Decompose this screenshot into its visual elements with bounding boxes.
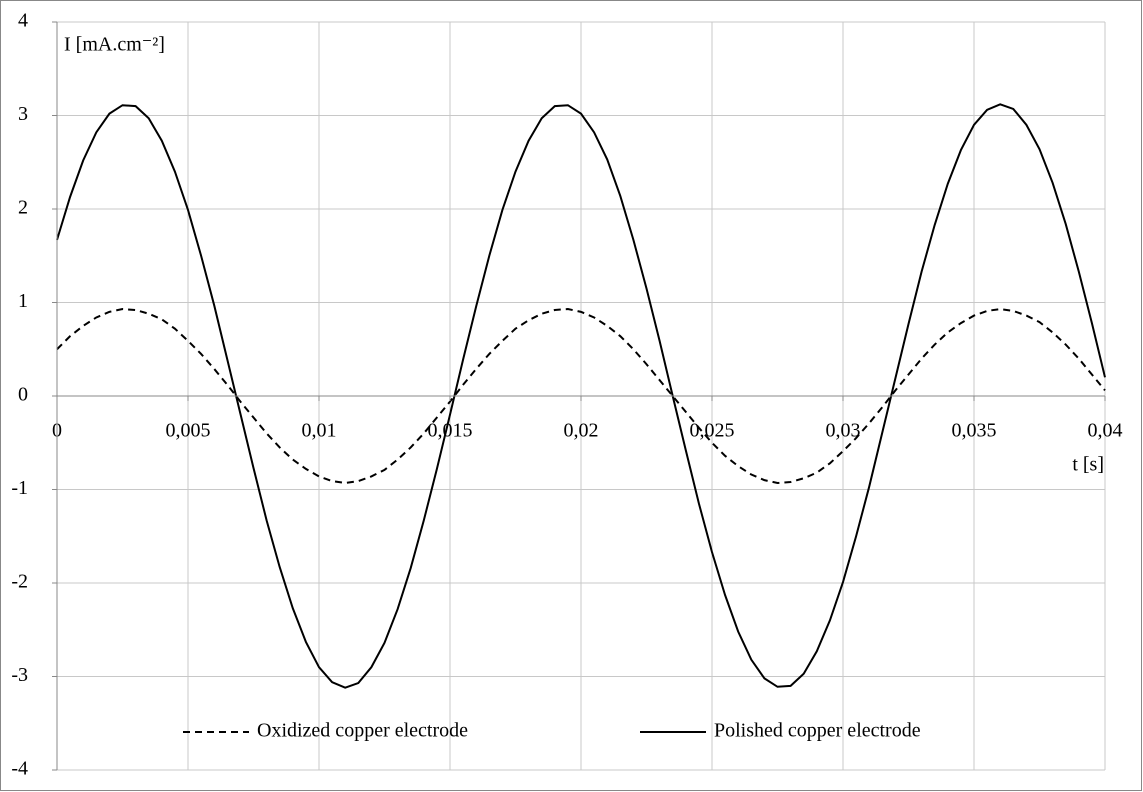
x-tick-label: 0,025 xyxy=(690,420,735,442)
data-line xyxy=(56,103,1106,689)
y-tick-label: 4 xyxy=(18,10,28,32)
x-tick-label: 0,04 xyxy=(1088,420,1123,442)
legend-label: Oxidized copper electrode xyxy=(257,720,468,742)
y-tick-label: -3 xyxy=(11,664,28,686)
legend-label: Polished copper electrode xyxy=(714,720,921,742)
y-tick-label: -1 xyxy=(11,477,28,499)
x-tick-label: 0,01 xyxy=(302,420,337,442)
y-tick-label: 2 xyxy=(18,197,28,219)
x-tick-label: 0,035 xyxy=(952,420,997,442)
y-tick-label: 3 xyxy=(18,103,28,125)
x-axis-label: t [s] xyxy=(1072,454,1104,476)
x-tick-label: 0,02 xyxy=(564,420,599,442)
y-tick-label: -4 xyxy=(11,758,28,780)
x-tick-label: 0,03 xyxy=(826,420,861,442)
y-tick-label: 1 xyxy=(18,290,28,312)
x-tick-label: 0,015 xyxy=(428,420,473,442)
data-line xyxy=(56,308,1106,484)
y-axis-label: I [mA.cm⁻²] xyxy=(64,34,165,56)
y-tick-label: -2 xyxy=(11,571,28,593)
y-tick-label: 0 xyxy=(18,384,28,406)
plot-area xyxy=(56,103,1106,689)
x-tick-label: 0,005 xyxy=(166,420,211,442)
